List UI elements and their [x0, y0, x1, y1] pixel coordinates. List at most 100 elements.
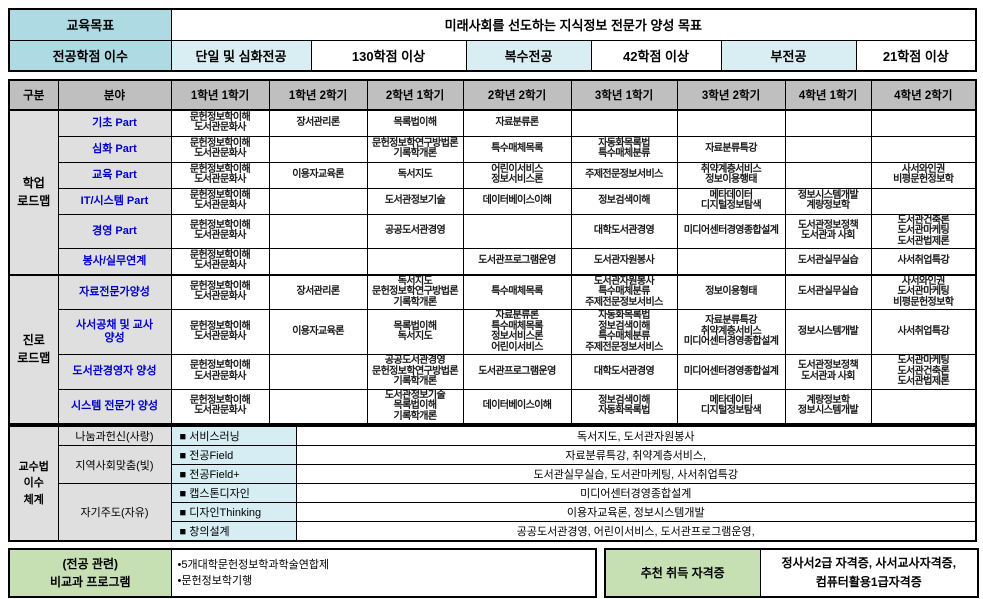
- course-cell: [676, 248, 786, 275]
- column-header: 4학년 1학기: [784, 79, 872, 111]
- course-cell: 문헌정보학이해 도서관문화사: [170, 309, 270, 355]
- course-cell: 도서관실무실습: [784, 273, 872, 310]
- course-cell: 데이터베이스이해: [462, 388, 572, 425]
- field-label: 심화 Part: [57, 135, 172, 163]
- course-cell: 도서관정보기술 목록법이해 기록학개론: [366, 388, 464, 425]
- course-cell: 문헌정보학이해 도서관문화사: [170, 354, 270, 390]
- table-row: 도서관경영자 양성 문헌정보학이해 도서관문화사 공공도서관경영 문헌정보학연구방법…: [9, 354, 977, 390]
- course-cell: 장서관리론: [268, 109, 368, 137]
- course-cell: [268, 187, 368, 215]
- pedagogy-category-label: 지역사회맞춤(빛): [57, 445, 172, 484]
- field-label: 경영 Part: [57, 213, 172, 249]
- course-cell: 도서관프로그램운영: [462, 248, 572, 275]
- course-cell: 정보검색이해 자동화목록법: [570, 388, 678, 425]
- field-label: 도서관경영자 양성: [57, 354, 172, 390]
- course-cell: [268, 354, 368, 390]
- pedagogy-method-label: ■ 디자인Thinking: [170, 502, 297, 522]
- credit-type-single: 단일 및 심화전공: [170, 39, 312, 72]
- course-cell: 사서와인권 도서관마케팅 비평문헌정보학: [870, 273, 977, 310]
- table-row: 사서공채 및 교사 양성 문헌정보학이해 도서관문화사 이용자교육론 목록법이해 독서…: [9, 309, 977, 355]
- column-header: 4학년 2학기: [870, 79, 977, 111]
- course-cell: 문헌정보학이해 도서관문화사: [170, 135, 270, 163]
- credit-type-minor: 부전공: [720, 39, 857, 72]
- course-cell: 주제전문정보서비스: [570, 161, 678, 189]
- extracurricular-items: •5개대학문헌정보학과학술연합제 •문헌정보학기행: [170, 548, 597, 598]
- course-cell: 사서와인권 비평문헌정보학: [870, 161, 977, 189]
- field-label: 시스템 전문가 양성: [57, 388, 172, 425]
- course-cell: 도서관정보기술: [366, 187, 464, 215]
- education-goal-label: 교육목표: [8, 8, 172, 41]
- course-cell: [462, 213, 572, 249]
- course-cell: 문헌정보학연구방법론 기록학개론: [366, 135, 464, 163]
- course-cell: 장서관리론: [268, 273, 368, 310]
- course-cell: 도서관프로그램운영: [462, 354, 572, 390]
- education-goal-value: 미래사회를 선도하는 지식정보 전문가 양성 목표: [170, 8, 977, 41]
- course-cell: 자료분류론: [462, 109, 572, 137]
- course-cell: 문헌정보학이해 도서관문화사: [170, 109, 270, 137]
- course-cell: 정보검색이해: [570, 187, 678, 215]
- course-cell: [268, 135, 368, 163]
- course-cell: 도서관정보정책 도서관과 사회: [784, 354, 872, 390]
- pedagogy-table: 교수법 이수 체계 나눔과헌신(사랑) ■ 서비스러닝 독서지도, 도서관자원봉사 지역…: [8, 425, 977, 542]
- table-row: 진로 로드맵 자료전문가양성 문헌정보학이해 도서관문화사 장서관리론 독서지도 문헌정…: [8, 273, 977, 425]
- pedagogy-method-label: ■ 전공Field+: [170, 464, 297, 484]
- table-header-row: 구분 분야 1학년 1학기 1학년 2학기 2학년 1학기 2학년 2학기 3학년 1학기 3…: [8, 79, 977, 111]
- course-cell: [784, 109, 872, 137]
- pedagogy-method-label: ■ 전공Field: [170, 445, 297, 465]
- course-cell: 특수매체목록: [462, 273, 572, 310]
- field-label: 교육 Part: [57, 161, 172, 189]
- license-row: 추천 취득 자격증 정사서2급 자격증, 사서교사자격증, 컴퓨터활용1급자격증: [604, 548, 979, 598]
- course-cell: 도서관실무실습: [784, 248, 872, 275]
- course-cell: 독서지도 문헌정보학연구방법론 기록학개론: [366, 273, 464, 310]
- column-header: 2학년 1학기: [366, 79, 464, 111]
- course-cell: 미디어센터경영종합설계: [676, 354, 786, 390]
- course-cell: 공공도서관경영 문헌정보학연구방법론 기록학개론: [366, 354, 464, 390]
- course-cell: 문헌정보학이해 도서관문화사: [170, 187, 270, 215]
- course-cell: 문헌정보학이해 도서관문화사: [170, 248, 270, 275]
- course-cell: [268, 248, 368, 275]
- column-header: 3학년 1학기: [570, 79, 678, 111]
- pedagogy-row: 교수법 이수 체계 나눔과헌신(사랑) ■ 서비스러닝 독서지도, 도서관자원봉사: [8, 425, 977, 542]
- course-cell: [870, 187, 977, 215]
- table-row: 경영 Part 문헌정보학이해 도서관문화사 공공도서관경영 대학도서관경영 미디어센터…: [9, 213, 977, 249]
- course-cell: 도서관자원봉사: [570, 248, 678, 275]
- column-header: 1학년 2학기: [268, 79, 368, 111]
- table-row: 학업 로드맵 기초 Part 문헌정보학이해 도서관문화사 장서관리론 목록법이해 자료분…: [8, 109, 977, 275]
- extracurricular-table: (전공 관련) 비교과 프로그램 •5개대학문헌정보학과학술연합제 •문헌정보학…: [8, 548, 597, 598]
- roadmap-group-label: 학업 로드맵: [8, 109, 59, 275]
- table-row: 교육 Part 문헌정보학이해 도서관문화사 이용자교육론 독서지도 어린이서비스 정보…: [9, 161, 977, 189]
- course-cell: 문헌정보학이해 도서관문화사: [170, 161, 270, 189]
- field-label: 자료전문가양성: [57, 273, 172, 310]
- course-cell: 메타데이터 디지털정보탐색: [676, 187, 786, 215]
- column-header: 구분: [8, 79, 59, 111]
- course-cell: 대학도서관경영: [570, 213, 678, 249]
- course-cell: 메타데이터 디지털정보탐색: [676, 388, 786, 425]
- table-row: IT/시스템 Part 문헌정보학이해 도서관문화사 도서관정보기술 데이터베이스이해…: [9, 187, 977, 215]
- credits-row: 전공학점 이수 단일 및 심화전공 130학점 이상 복수전공 42학점 이상 …: [8, 39, 977, 72]
- pedagogy-category-label: 나눔과헌신(사랑): [57, 425, 172, 446]
- goal-row: 교육목표 미래사회를 선도하는 지식정보 전문가 양성 목표: [8, 8, 977, 41]
- field-label: 사서공채 및 교사 양성: [57, 309, 172, 355]
- bottom-section: (전공 관련) 비교과 프로그램 •5개대학문헌정보학과학술연합제 •문헌정보학…: [8, 548, 979, 598]
- course-cell: 자료분류특강 취약계층서비스 미디어센터경영종합설계: [676, 309, 786, 355]
- course-cell: [268, 388, 368, 425]
- pedagogy-row: ■ 전공Field+ 도서관실무실습, 도서관마케팅, 사서취업특강: [9, 464, 977, 484]
- course-cell: 정보시스템개발 계량정보학: [784, 187, 872, 215]
- pedagogy-courses: 도서관실무실습, 도서관마케팅, 사서취업특강: [295, 464, 977, 484]
- course-cell: 이용자교육론: [268, 161, 368, 189]
- pedagogy-row: 지역사회맞춤(빛) ■ 전공Field 자료분류특강, 취약계층서비스,: [9, 445, 977, 484]
- license-label: 추천 취득 자격증: [604, 548, 761, 598]
- course-cell: 자료분류특강: [676, 135, 786, 163]
- roadmap-group-label: 진로 로드맵: [8, 273, 59, 425]
- pedagogy-method-label: ■ 캡스톤디자인: [170, 483, 297, 503]
- license-value: 정사서2급 자격증, 사서교사자격증, 컴퓨터활용1급자격증: [759, 548, 979, 598]
- course-cell: 사서취업특강: [870, 248, 977, 275]
- field-label: IT/시스템 Part: [57, 187, 172, 215]
- course-cell: 어린이서비스 정보서비스론: [462, 161, 572, 189]
- course-cell: [870, 135, 977, 163]
- course-cell: 데이터베이스이해: [462, 187, 572, 215]
- pedagogy-row: ■ 디자인Thinking 이용자교육론, 정보시스템개발: [9, 502, 977, 522]
- pedagogy-courses: 공공도서관경영, 어린이서비스, 도서관프로그램운영,: [295, 521, 977, 542]
- course-cell: 독서지도: [366, 161, 464, 189]
